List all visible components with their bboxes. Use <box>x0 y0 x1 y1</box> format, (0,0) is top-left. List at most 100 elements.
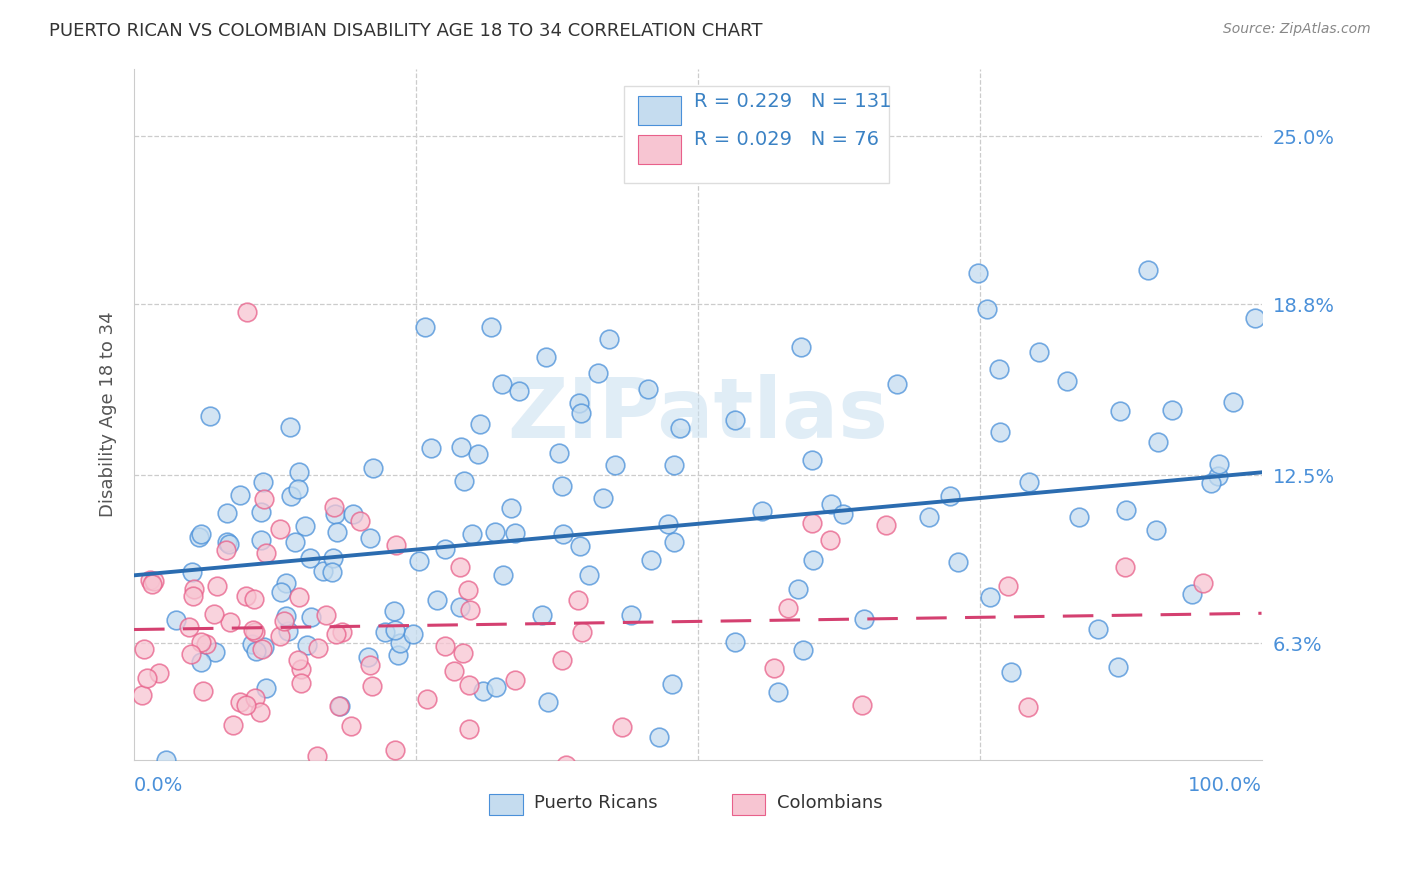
Colombians <box>997 580 1019 594</box>
Bar <box>638 96 681 125</box>
Colombians <box>190 635 212 649</box>
Bar <box>731 794 765 815</box>
Colombians <box>222 718 245 732</box>
Puerto Ricans <box>1115 503 1137 517</box>
Colombians <box>851 698 873 712</box>
Puerto Ricans <box>299 610 322 624</box>
Puerto Ricans <box>288 465 311 479</box>
Puerto Ricans <box>485 680 508 694</box>
Colombians <box>458 723 481 737</box>
Puerto Ricans <box>669 420 692 434</box>
Colombians <box>555 757 578 772</box>
Colombians <box>252 641 274 656</box>
Colombians <box>205 578 228 592</box>
Puerto Ricans <box>245 643 267 657</box>
Puerto Ricans <box>217 534 239 549</box>
Puerto Ricans <box>946 555 969 569</box>
Puerto Ricans <box>342 507 364 521</box>
Puerto Ricans <box>503 525 526 540</box>
Colombians <box>290 676 312 690</box>
Colombians <box>229 695 252 709</box>
Colombians <box>242 591 264 606</box>
Puerto Ricans <box>329 698 352 713</box>
Puerto Ricans <box>198 409 221 424</box>
Colombians <box>349 514 371 528</box>
Puerto Ricans <box>988 361 1011 376</box>
Puerto Ricans <box>832 507 855 521</box>
Colombians <box>219 615 242 630</box>
Puerto Ricans <box>1067 509 1090 524</box>
Colombians <box>273 615 295 629</box>
Colombians <box>457 677 479 691</box>
Puerto Ricans <box>287 482 309 496</box>
Colombians <box>323 500 346 514</box>
Puerto Ricans <box>387 648 409 662</box>
Puerto Ricans <box>724 635 747 649</box>
Puerto Ricans <box>491 376 513 391</box>
Colombians <box>359 658 381 673</box>
Puerto Ricans <box>551 478 574 492</box>
Puerto Ricans <box>359 531 381 545</box>
Puerto Ricans <box>792 643 814 657</box>
Colombians <box>550 653 572 667</box>
Colombians <box>328 698 350 713</box>
Puerto Ricans <box>419 441 441 455</box>
Puerto Ricans <box>568 396 591 410</box>
Text: PUERTO RICAN VS COLOMBIAN DISABILITY AGE 18 TO 34 CORRELATION CHART: PUERTO RICAN VS COLOMBIAN DISABILITY AGE… <box>49 22 762 40</box>
Puerto Ricans <box>537 695 560 709</box>
Puerto Ricans <box>662 535 685 549</box>
Colombians <box>132 642 155 657</box>
Puerto Ricans <box>461 527 484 541</box>
Colombians <box>332 624 354 639</box>
Puerto Ricans <box>295 638 318 652</box>
Puerto Ricans <box>820 497 842 511</box>
Colombians <box>143 574 166 588</box>
Colombians <box>236 305 259 319</box>
Colombians <box>875 518 897 533</box>
Colombians <box>762 661 785 675</box>
Puerto Ricans <box>322 551 344 566</box>
Puerto Ricans <box>724 413 747 427</box>
Colombians <box>290 662 312 676</box>
Puerto Ricans <box>939 489 962 503</box>
Puerto Ricans <box>277 624 299 638</box>
Puerto Ricans <box>1107 659 1129 673</box>
Colombians <box>141 577 163 591</box>
Puerto Ricans <box>491 567 513 582</box>
Puerto Ricans <box>534 350 557 364</box>
Puerto Ricans <box>508 384 530 398</box>
Puerto Ricans <box>1028 344 1050 359</box>
Puerto Ricans <box>967 266 990 280</box>
Puerto Ricans <box>453 474 475 488</box>
Colombians <box>567 593 589 607</box>
Puerto Ricans <box>312 565 335 579</box>
Text: Source: ZipAtlas.com: Source: ZipAtlas.com <box>1223 22 1371 37</box>
Colombians <box>384 539 406 553</box>
Puerto Ricans <box>1000 665 1022 679</box>
Puerto Ricans <box>468 417 491 432</box>
Puerto Ricans <box>1144 523 1167 537</box>
Puerto Ricans <box>979 590 1001 604</box>
Colombians <box>148 665 170 680</box>
Puerto Ricans <box>413 320 436 334</box>
Colombians <box>457 583 479 598</box>
Colombians <box>287 653 309 667</box>
Puerto Ricans <box>253 640 276 654</box>
Puerto Ricans <box>252 475 274 489</box>
Puerto Ricans <box>181 565 204 579</box>
Text: ZIPatlas: ZIPatlas <box>508 374 889 455</box>
Puerto Ricans <box>323 508 346 522</box>
Puerto Ricans <box>382 604 405 618</box>
Puerto Ricans <box>188 530 211 544</box>
Colombians <box>307 641 329 656</box>
Puerto Ricans <box>801 552 824 566</box>
Puerto Ricans <box>620 608 643 623</box>
Puerto Ricans <box>1208 457 1230 471</box>
Colombians <box>571 625 593 640</box>
Puerto Ricans <box>853 611 876 625</box>
Puerto Ricans <box>768 685 790 699</box>
Puerto Ricans <box>218 536 240 550</box>
Puerto Ricans <box>578 568 600 582</box>
Puerto Ricans <box>389 636 412 650</box>
Colombians <box>818 533 841 547</box>
